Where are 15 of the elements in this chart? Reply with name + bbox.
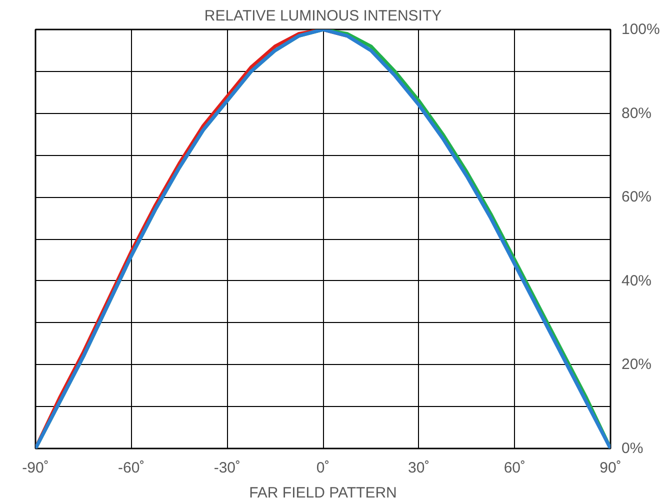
x-axis-title: FAR FIELD PATTERN [249,484,397,502]
x-tick-label: 0˚ [316,460,330,476]
x-tick-label: 60˚ [504,460,526,476]
y-tick-label: 20% [622,356,652,374]
chart-title: RELATIVE LUMINOUS INTENSITY [204,8,442,24]
x-tick-label: -90˚ [22,460,49,476]
y-tick-label: 80% [622,104,652,122]
x-tick-label: -30˚ [214,460,241,476]
y-tick-label: 60% [622,188,652,206]
x-tick-label: 30˚ [408,460,430,476]
y-tick-label: 100% [622,21,660,38]
x-tick-label: -60˚ [118,460,145,476]
x-tick-label: 90˚ [600,460,622,476]
y-tick-label: 40% [622,272,652,290]
y-tick-label: 0% [622,440,644,457]
